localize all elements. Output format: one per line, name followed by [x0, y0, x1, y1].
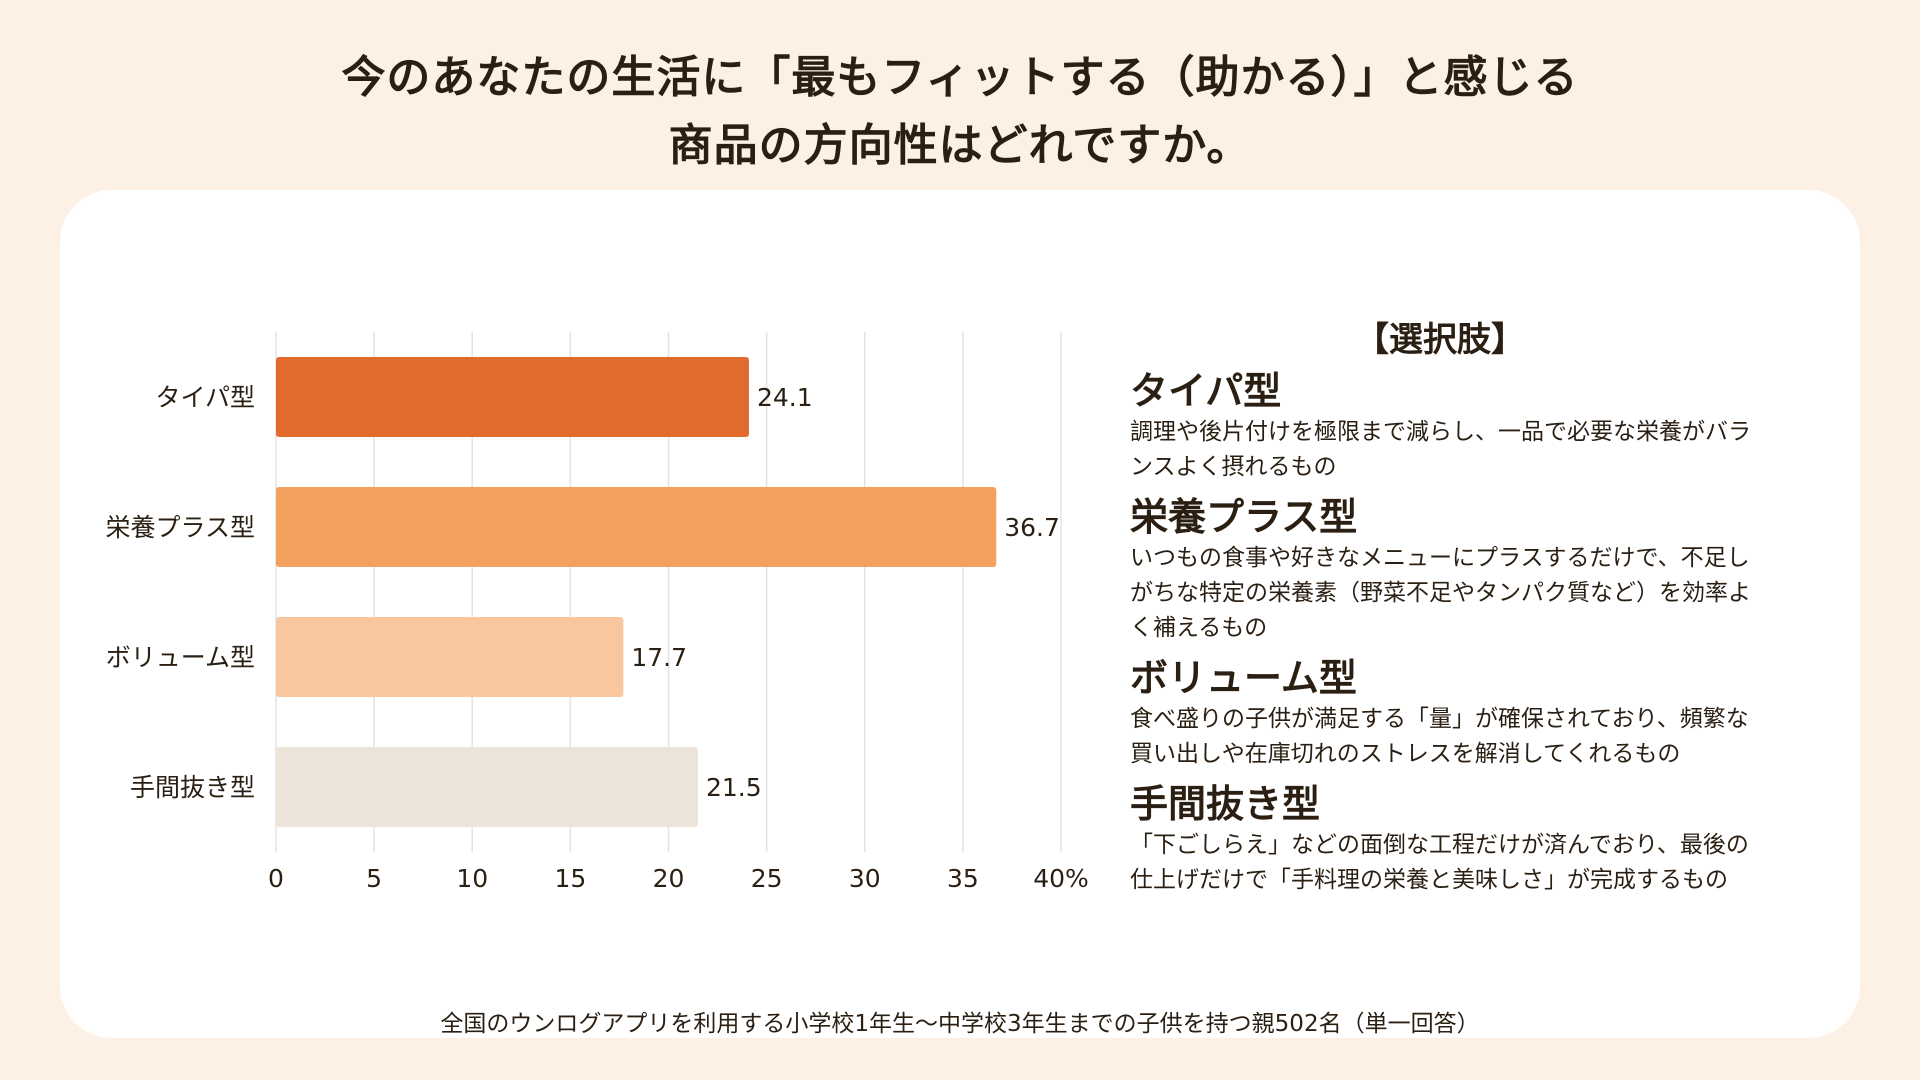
page-title: 今のあなたの生活に「最もフィットする（助かる）」と感じる 商品の方向性はどれです… — [0, 44, 1920, 180]
x-tick-label: 40% — [1033, 864, 1089, 893]
option-desc-line: 買い出しや在庫切れのストレスを解消してくれるもの — [1130, 741, 1681, 767]
category-label: ボリューム型 — [106, 643, 255, 672]
bar — [276, 617, 624, 697]
option-title-temanuki: 手間抜き型 — [1130, 782, 1321, 826]
title-line-1: 今のあなたの生活に「最もフィットする（助かる）」と感じる — [341, 52, 1579, 103]
option-title-eiyou-plus: 栄養プラス型 — [1130, 495, 1358, 539]
option-desc-line: 調理や後片付けを極限まで減らし、一品で必要な栄養がバラ — [1130, 419, 1751, 445]
bar — [276, 357, 749, 437]
bar — [276, 487, 997, 567]
option-desc-line: いつもの食事や好きなメニューにプラスするだけで、不足し — [1130, 545, 1750, 571]
x-tick-label: 20 — [653, 864, 685, 893]
legend-heading: 【選択肢】 — [1355, 320, 1525, 360]
chart-card — [60, 190, 1860, 1038]
x-tick-label: 0 — [268, 864, 284, 893]
x-tick-label: 10 — [456, 864, 488, 893]
option-desc-line: 仕上げだけで「手料理の栄養と美味しさ」が完成するもの — [1130, 867, 1728, 893]
x-tick-label: 25 — [751, 864, 783, 893]
category-label: 栄養プラス型 — [105, 513, 255, 542]
x-tick-label: 5 — [366, 864, 382, 893]
option-desc-line: ンスよく摂れるもの — [1130, 454, 1337, 480]
x-tick-label: 30 — [849, 864, 881, 893]
x-tick-label: 15 — [554, 864, 586, 893]
value-label: 36.7 — [1004, 513, 1060, 542]
footnote: 全国のウンログアプリを利用する小学校1年生〜中学校3年生までの子供を持つ親502… — [440, 1011, 1480, 1037]
option-title-volume: ボリューム型 — [1130, 656, 1357, 700]
x-tick-label: 35 — [947, 864, 979, 893]
title-line-2: 商品の方向性はどれですか。 — [668, 120, 1252, 171]
bar — [276, 747, 698, 827]
category-label: タイパ型 — [155, 383, 255, 412]
value-label: 24.1 — [757, 383, 813, 412]
option-desc-taipa: 調理や後片付けを極限まで減らし、一品で必要な栄養がバラ ンスよく摂れるもの — [1130, 415, 1850, 485]
value-label: 17.7 — [631, 643, 687, 672]
option-desc-line: 「下ごしらえ」などの面倒な工程だけが済んでおり、最後の — [1130, 832, 1749, 858]
option-desc-volume: 食べ盛りの子供が満足する「量」が確保されており、頻繁な 買い出しや在庫切れのスト… — [1130, 702, 1850, 772]
option-desc-temanuki: 「下ごしらえ」などの面倒な工程だけが済んでおり、最後の 仕上げだけで「手料理の栄… — [1130, 828, 1850, 898]
option-desc-eiyou-plus: いつもの食事や好きなメニューにプラスするだけで、不足し がちな特定の栄養素（野菜… — [1130, 541, 1850, 646]
option-desc-line: く補えるもの — [1130, 615, 1268, 641]
option-title-taipa: タイパ型 — [1130, 369, 1282, 413]
options-legend: 【選択肢】 タイパ型 調理や後片付けを極限まで減らし、一品で必要な栄養がバラ ン… — [1130, 312, 1850, 906]
option-desc-line: 食べ盛りの子供が満足する「量」が確保されており、頻繁な — [1130, 706, 1749, 732]
value-label: 21.5 — [706, 773, 762, 802]
category-label: 手間抜き型 — [130, 773, 255, 802]
option-desc-line: がちな特定の栄養素（野菜不足やタンパク質など）を効率よ — [1130, 580, 1751, 606]
